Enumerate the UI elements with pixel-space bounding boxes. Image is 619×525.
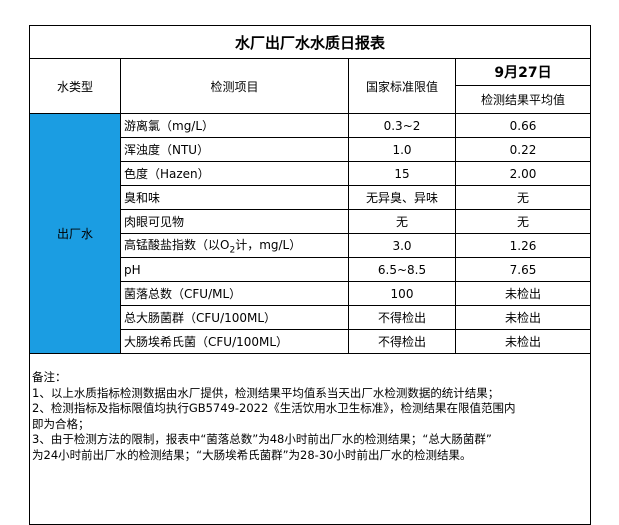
result-cell: 2.00 (454, 161, 592, 186)
data-row: 臭和味 无异臭、异味无 (30, 185, 592, 210)
result-cell: 未检出 (454, 305, 592, 330)
item-cell: 总大肠菌群（CFU/100ML） (120, 305, 349, 330)
note-line: 备注： (32, 370, 67, 384)
standard-cell: 6.5~8.5 (348, 257, 456, 282)
data-row: 高锰酸盐指数（以O2计，mg/L） 3.0 1.26 (30, 233, 592, 258)
header-cell: 检测项目 (120, 58, 349, 114)
item-cell: 游离氯（mg/L） (120, 113, 349, 138)
result-cell: 1.26 (454, 233, 592, 258)
item-text: 2 (229, 245, 236, 256)
result-cell: 无 (454, 185, 592, 210)
item-text: 高锰酸盐指数（以O (124, 237, 230, 252)
item-cell: pH (120, 257, 349, 282)
standard-cell: 1.0 (348, 137, 456, 162)
standard-cell: 3.0 (348, 233, 456, 258)
result-cell: 未检出 (454, 329, 592, 354)
item-text: 计，mg/L） (235, 237, 302, 252)
data-row: 大肠埃希氏菌（CFU/100ML） 不得检出 未检出 (30, 329, 592, 354)
standard-cell: 15 (348, 161, 456, 186)
item-cell: 高锰酸盐指数（以O2计，mg/L） (120, 233, 349, 258)
note-line: 1、以上水质指标检测数据由水厂提供，检测结果平均值系当天出厂水检测数据的统计结果… (32, 385, 500, 400)
notes-row: 备注： 1、以上水质指标检测数据由水厂提供，检测结果平均值系当天出厂水检测数据的统… (28, 353, 592, 525)
item-cell: 大肠埃希氏菌（CFU/100ML） (120, 329, 349, 354)
standard-cell: 无 (348, 209, 456, 234)
item-cell: 色度（Hazen） (120, 161, 349, 186)
data-row: 出厂水 游离氯（mg/L） 0.3~2 0.66 (29, 113, 592, 354)
note-line: 3、由于检测方法的限制，报表中“菌落总数”为48小时前出厂水的检测结果；“总大肠… (32, 432, 492, 446)
data-row: 肉眼可见物无无 (30, 209, 592, 234)
note-line: 为24小时前出厂水的检测结果；“大肠埃希氏菌群”为28-30小时前出厂水的检测结… (32, 447, 472, 462)
result-cell: 0.22 (454, 137, 592, 162)
result-cell: 无 (454, 209, 592, 234)
item-cell: 菌落总数（CFU/ML） (120, 281, 349, 306)
standard-cell: 不得检出 (348, 305, 456, 330)
data-row: 色度（Hazen） 15 2.00 (30, 161, 592, 186)
item-cell: 臭和味 (120, 185, 349, 210)
item-cell: 肉眼可见物 (120, 209, 349, 234)
standard-cell: 不得检出 (348, 329, 456, 354)
data-row: pH 6.5~8.5 7.65 (30, 257, 592, 282)
notes-cell: 备注： 1、以上水质指标检测数据由水厂提供，检测结果平均值系当天出厂水检测数据的统… (28, 353, 592, 525)
header-cell: 水类型 (29, 58, 121, 114)
header-cell: 检测结果平均值 (454, 85, 592, 114)
result-cell: 7.65 (454, 257, 592, 282)
note-line: 2、检测指标及指标限值均执行GB5749-2022《生活饮用水卫生标准》，检测结… (32, 401, 516, 415)
header-cell: 国家标准限值 (348, 58, 456, 114)
item-cell: 浑浊度（NTU） (120, 137, 349, 162)
standard-cell: 无异臭、异味 (348, 185, 456, 210)
table-title: 水厂出厂水水质日报表 (28, 25, 592, 59)
water-type-cell: 出厂水 (29, 113, 121, 354)
result-cell: 0.66 (454, 113, 592, 138)
standard-cell: 0.3~2 (348, 113, 456, 138)
note-line: 即为合格； (32, 416, 90, 431)
data-row: 菌落总数（CFU/ML） 100 未检出 (30, 281, 592, 306)
standard-cell: 100 (348, 281, 456, 306)
result-cell: 未检出 (454, 281, 592, 306)
water-quality-table: 水厂出厂水水质日报表 水类型 检测项目 国家标准限值 9月27日 检测结果平均值… (28, 25, 592, 525)
header-date: 9月27日 (454, 58, 592, 86)
data-row: 浑浊度（NTU） 1.0 0.22 (30, 137, 592, 162)
